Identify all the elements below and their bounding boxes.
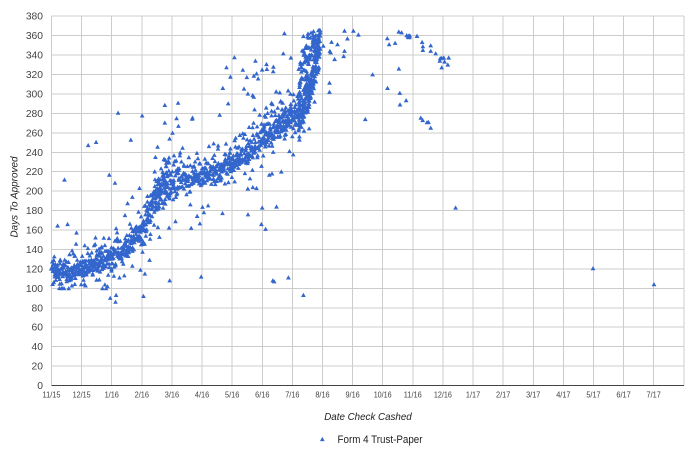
svg-text:11/15: 11/15 — [43, 390, 61, 399]
svg-text:100: 100 — [26, 284, 43, 295]
svg-text:220: 220 — [26, 167, 43, 178]
svg-text:20: 20 — [32, 362, 44, 373]
svg-text:300: 300 — [26, 89, 43, 100]
svg-text:200: 200 — [26, 187, 43, 198]
svg-text:Form 4 Trust-Paper: Form 4 Trust-Paper — [338, 434, 423, 446]
svg-text:360: 360 — [26, 31, 43, 42]
svg-text:5/16: 5/16 — [225, 390, 240, 399]
svg-text:60: 60 — [32, 323, 44, 334]
svg-text:4/16: 4/16 — [195, 390, 210, 399]
svg-text:2/16: 2/16 — [135, 390, 150, 399]
svg-text:6/16: 6/16 — [255, 390, 270, 399]
svg-text:Days To Approved: Days To Approved — [9, 155, 21, 237]
svg-text:5/17: 5/17 — [586, 390, 601, 399]
svg-text:9/16: 9/16 — [345, 390, 360, 399]
svg-text:80: 80 — [32, 303, 44, 314]
svg-text:6/17: 6/17 — [616, 390, 631, 399]
svg-text:7/17: 7/17 — [647, 390, 662, 399]
svg-text:260: 260 — [26, 128, 43, 139]
svg-text:240: 240 — [26, 148, 43, 159]
svg-text:1/17: 1/17 — [466, 390, 481, 399]
svg-text:160: 160 — [26, 226, 43, 237]
svg-text:0: 0 — [37, 381, 43, 392]
svg-text:12/16: 12/16 — [434, 390, 452, 399]
svg-text:180: 180 — [26, 206, 43, 217]
svg-text:7/16: 7/16 — [285, 390, 300, 399]
svg-text:120: 120 — [26, 264, 43, 275]
svg-text:140: 140 — [26, 245, 43, 256]
svg-text:Date Check Cashed: Date Check Cashed — [324, 411, 413, 423]
svg-text:10/16: 10/16 — [374, 390, 392, 399]
svg-text:1/16: 1/16 — [105, 390, 120, 399]
svg-text:11/16: 11/16 — [404, 390, 422, 399]
svg-text:3/17: 3/17 — [526, 390, 541, 399]
svg-text:320: 320 — [26, 70, 43, 81]
svg-text:4/17: 4/17 — [556, 390, 571, 399]
svg-text:280: 280 — [26, 109, 43, 120]
svg-text:2/17: 2/17 — [496, 390, 511, 399]
svg-text:380: 380 — [26, 12, 43, 23]
svg-text:40: 40 — [32, 342, 44, 353]
svg-text:340: 340 — [26, 51, 43, 62]
svg-text:12/15: 12/15 — [73, 390, 91, 399]
svg-text:8/16: 8/16 — [315, 390, 330, 399]
svg-text:3/16: 3/16 — [165, 390, 180, 399]
